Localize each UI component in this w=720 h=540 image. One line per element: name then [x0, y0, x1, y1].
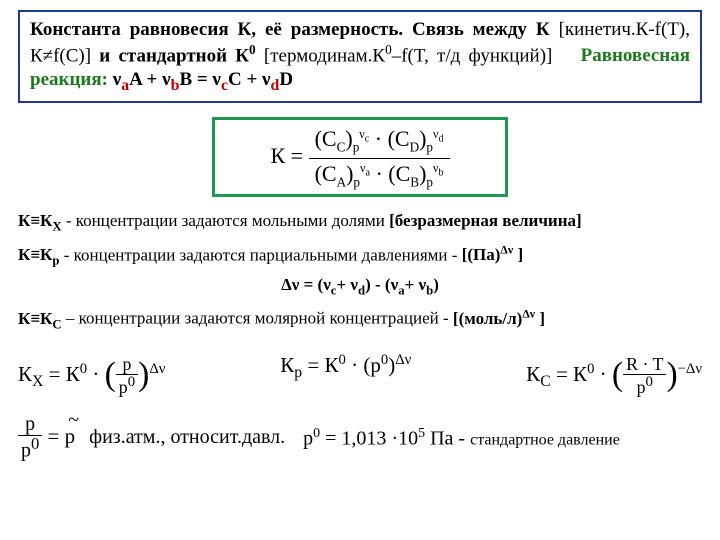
formula-kc: КC = К0 · (R · Tp0)−Δν [526, 352, 702, 397]
delta-nu-line: Δν = (νc+ νd) - (νa+ νb) [18, 275, 702, 298]
phys-atm-text: физ.атм., относит.давл. [89, 426, 285, 449]
p0-value: p0 = 1,013 ·105 Па - стандартное давлени… [303, 426, 620, 451]
title-sup0: 0 [249, 42, 256, 57]
kc-line: К≡КC – концентрации задаются молярной ко… [18, 306, 702, 332]
reduced-pressure: pp0 = p [18, 415, 75, 462]
formula-lhs: К = [270, 143, 303, 168]
title-sup0b: 0 [385, 42, 392, 57]
triple-formulas: КX = К0 · (pp0)Δν Кp = К0 · (p0)Δν КC = … [18, 352, 702, 397]
formula-kx: КX = К0 · (pp0)Δν [18, 352, 165, 397]
reaction-equation: νaA + νbB = νcC + νdD [113, 69, 293, 90]
kx-line: К≡КX - концентрации задаются мольными до… [18, 211, 702, 234]
title-part1: Константа равновесия К, её размерность. … [30, 19, 550, 40]
main-formula-box: К = (CC)рνc · (CD)рνd (CA)рνa · (CB)рνb [212, 117, 508, 197]
formula-denominator: (CA)рνa · (CB)рνb [309, 159, 450, 190]
title-brk1c: –f(T, т/д функций)] [392, 45, 553, 66]
formula-fraction: (CC)рνc · (CD)рνd (CA)рνa · (CB)рνb [309, 126, 450, 190]
title-brk1b: [термодинам.К [264, 45, 385, 66]
title-mid: и стандартной К [91, 45, 249, 66]
formula-numerator: (CC)рνc · (CD)рνd [309, 126, 450, 158]
bottom-line: pp0 = p физ.атм., относит.давл. p0 = 1,0… [18, 415, 702, 462]
title-text: Константа равновесия К, её размерность. … [30, 18, 690, 95]
formula-kp: Кp = К0 · (p0)Δν [280, 352, 411, 397]
title-box: Константа равновесия К, её размерность. … [18, 10, 702, 103]
kp-line: К≡Кp - концентрации задаются парциальным… [18, 243, 702, 269]
